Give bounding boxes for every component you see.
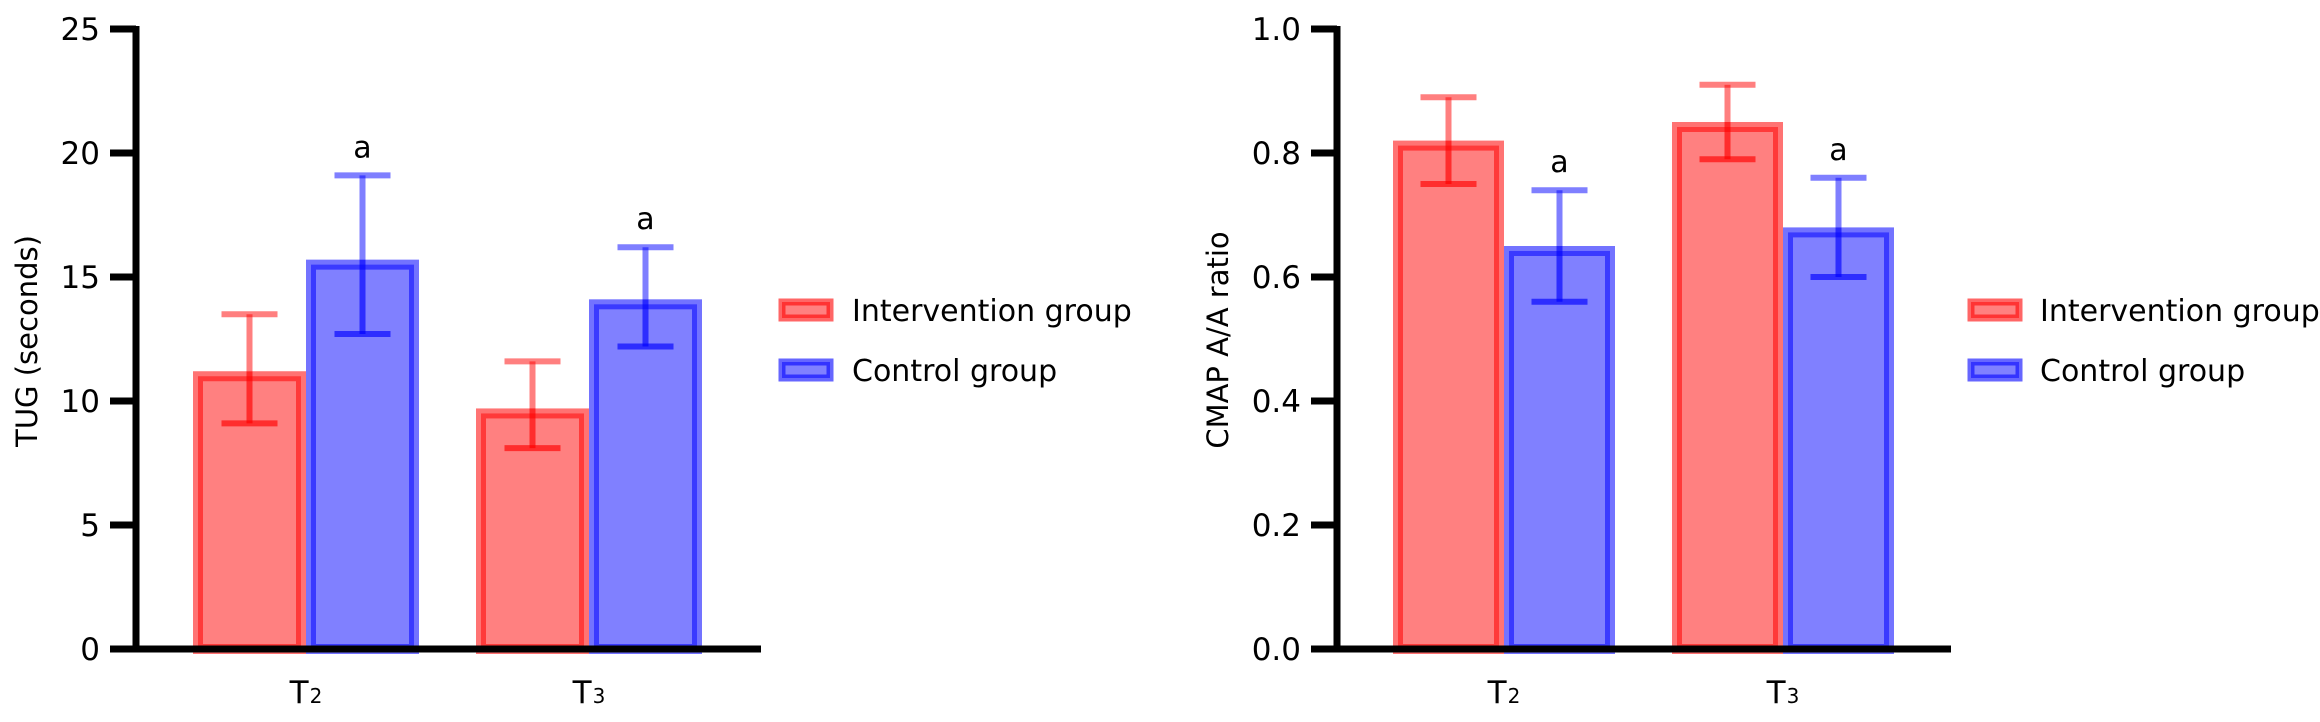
x-tick-label-subscript: 3 — [1787, 684, 1800, 708]
legend-item: Control group — [778, 354, 1057, 389]
error-bar — [1810, 174, 1867, 280]
legend-label: Intervention group — [852, 294, 1132, 329]
x-tick-label-base: T — [1487, 675, 1508, 711]
legend-item: Intervention group — [778, 294, 1132, 329]
y-tick-label: 5 — [80, 508, 100, 544]
y-tick-label: 20 — [61, 136, 100, 172]
x-tick-label-subscript: 2 — [1508, 684, 1521, 708]
bar-control-group-1 — [589, 299, 702, 654]
x-tick-label-base: T — [572, 675, 593, 711]
error-bar — [1699, 81, 1756, 163]
bar-control-group-0 — [1504, 246, 1615, 654]
bar-intervention-group-1 — [1672, 122, 1783, 654]
legend-swatch — [778, 298, 834, 322]
significance-label: a — [636, 202, 654, 237]
legend-label: Control group — [852, 354, 1057, 389]
x-tick-label: T3 — [1766, 675, 1800, 711]
legend-swatch — [1967, 298, 2023, 322]
bar-control-group-1 — [1783, 227, 1894, 654]
y-tick-label: 0 — [80, 632, 100, 668]
significance-label: a — [1829, 133, 1847, 168]
y-axis-label: TUG (seconds) — [10, 235, 44, 448]
y-tick-label: 25 — [61, 12, 100, 48]
error-bar — [504, 358, 561, 452]
y-tick-label: 0.2 — [1252, 508, 1301, 544]
legend-item: Intervention group — [1967, 294, 2320, 329]
legend-label: Control group — [2040, 354, 2245, 389]
x-tick-label: T2 — [1487, 675, 1521, 711]
y-tick-label: 15 — [61, 260, 100, 296]
error-bar — [617, 244, 674, 350]
y-tick-label: 0.4 — [1252, 384, 1301, 420]
bar-intervention-group-0 — [1393, 140, 1504, 654]
x-tick-label-base: T — [289, 675, 310, 711]
x-tick-label: T2 — [289, 675, 323, 711]
error-bar — [221, 311, 278, 427]
significance-label: a — [353, 130, 371, 165]
legend-label: Intervention group — [2040, 294, 2320, 329]
x-tick-label: T3 — [572, 675, 606, 711]
significance-label: a — [1550, 145, 1568, 180]
x-tick-label-base: T — [1766, 675, 1787, 711]
y-axis-label: CMAP A/A ratio — [1201, 231, 1235, 448]
y-tick-label: 1.0 — [1252, 12, 1301, 48]
x-tick-label-subscript: 3 — [593, 684, 606, 708]
x-tick-label-subscript: 2 — [310, 684, 323, 708]
y-tick-label: 0.6 — [1252, 260, 1301, 296]
legend-item: Control group — [1967, 354, 2245, 389]
legend-swatch — [778, 358, 834, 382]
error-bar — [1420, 94, 1477, 187]
legend-swatch — [1967, 358, 2023, 382]
y-tick-label: 0.8 — [1252, 136, 1301, 172]
y-tick-label: 10 — [61, 384, 100, 420]
y-tick-label: 0.0 — [1252, 632, 1301, 668]
error-bar — [334, 172, 391, 338]
error-bar — [1531, 187, 1588, 305]
